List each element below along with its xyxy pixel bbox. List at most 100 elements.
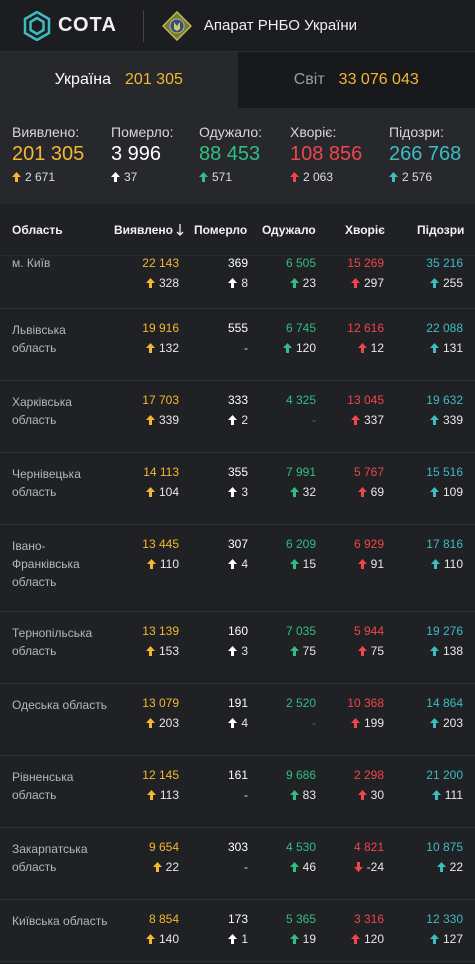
scope-tabs: Україна 201 305 Світ 33 076 043 xyxy=(0,52,475,108)
cell-cases-delta-value: 140 xyxy=(158,932,179,946)
col-sick[interactable]: Хворіє xyxy=(345,223,385,237)
cell-suspected-delta: 109 xyxy=(426,485,463,499)
cell-deaths-delta-value: 3 xyxy=(241,644,248,658)
cell-recovered-value: 9 686 xyxy=(285,768,316,782)
arrow-up-icon xyxy=(289,646,299,656)
cell-suspected-delta-value: 138 xyxy=(442,644,463,658)
table-row[interactable]: м. Київ 22 143 328 369 8 6 505 23 15 269 297 35 2… xyxy=(0,256,475,309)
cell-suspected: 19 276 138 xyxy=(426,624,463,658)
cell-recovered: 6 209 15 xyxy=(286,537,316,571)
cell-sick: 4 821 -24 xyxy=(353,840,384,874)
cell-suspected-delta-value: 339 xyxy=(442,413,463,427)
tab-ukraine-label: Україна xyxy=(54,71,112,88)
cell-suspected-delta-value: 255 xyxy=(442,276,463,290)
cell-cases-value: 8 854 xyxy=(148,912,179,926)
arrow-up-icon xyxy=(289,278,299,288)
cell-recovered-value: 4 530 xyxy=(285,840,316,854)
cell-deaths-delta-value: 4 xyxy=(241,557,248,571)
cell-sick-delta-value: 30 xyxy=(370,788,384,802)
table-row[interactable]: Київська область 8 854 140 173 1 5 365 19 3 316… xyxy=(0,900,475,962)
cell-suspected-value: 12 330 xyxy=(426,912,463,926)
tab-world-label: Світ xyxy=(293,71,325,88)
summary-stat-delta: 2 063 xyxy=(290,170,362,184)
cell-cases-delta-value: 203 xyxy=(158,716,179,730)
cell-suspected: 14 864 203 xyxy=(426,696,463,730)
tab-world[interactable]: Світ 33 076 043 xyxy=(238,52,475,108)
cell-recovered-value: 7 991 xyxy=(285,465,316,479)
summary-stat-delta: 37 xyxy=(111,170,174,184)
summary-stat-value: 266 768 xyxy=(389,143,462,165)
cell-cases-delta-value: 132 xyxy=(158,341,179,355)
col-deaths[interactable]: Померло xyxy=(194,223,248,237)
cell-deaths-delta: - xyxy=(228,860,248,874)
cell-cases-value: 9 654 xyxy=(148,840,179,854)
arrow-up-icon xyxy=(429,934,439,944)
cell-cases: 19 916 132 xyxy=(142,321,179,355)
cell-sick-value: 3 316 xyxy=(353,912,384,926)
table-row[interactable]: Закарпатська область 9 654 22 303-4 530 46 4 … xyxy=(0,828,475,900)
cell-recovered-delta: 120 xyxy=(282,341,316,355)
arrow-up-icon xyxy=(289,790,299,800)
cell-deaths-value: 173 xyxy=(227,912,248,926)
region-name: Харківська область xyxy=(12,395,72,427)
table-row[interactable]: Одеська область 13 079 203 191 4 2 520-10 368… xyxy=(0,684,475,756)
cell-sick-delta-value: -24 xyxy=(366,860,384,874)
col-recovered[interactable]: Одужало xyxy=(262,223,316,237)
cell-recovered-delta: 15 xyxy=(286,557,316,571)
cell-cases-value: 12 145 xyxy=(142,768,179,782)
table-row[interactable]: Харківська область 17 703 339 333 2 4 325-13 … xyxy=(0,381,475,453)
tab-ukraine[interactable]: Україна 201 305 xyxy=(0,52,238,108)
cell-cases-value: 13 139 xyxy=(142,624,179,638)
cell-recovered: 5 365 19 xyxy=(286,912,316,946)
cell-cases-delta-value: 110 xyxy=(159,557,179,571)
col-suspected[interactable]: Підозри xyxy=(417,223,465,237)
arrow-up-icon xyxy=(429,343,439,353)
cell-cases: 13 445 110 xyxy=(142,537,179,571)
cell-suspected: 21 200 111 xyxy=(426,768,463,802)
cell-deaths-delta-value: 4 xyxy=(241,716,248,730)
cell-deaths-delta-value: - xyxy=(244,788,248,802)
cell-recovered: 7 035 75 xyxy=(286,624,316,658)
rnbo-emblem-icon xyxy=(161,10,192,41)
cell-cases: 22 143 328 xyxy=(142,256,179,290)
cell-recovered: 2 520 - xyxy=(286,696,316,730)
cell-deaths: 333 2 xyxy=(228,393,248,427)
col-region[interactable]: Область xyxy=(12,223,63,237)
arrow-up-icon xyxy=(429,718,439,728)
arrow-up-icon xyxy=(431,790,441,800)
cell-recovered-value: 6 505 xyxy=(285,256,316,270)
sota-logo-icon xyxy=(23,10,51,41)
summary-stat-label: Хворіє: xyxy=(290,124,337,140)
arrow-up-icon xyxy=(145,278,155,288)
cell-recovered-delta-value: 46 xyxy=(302,860,316,874)
tab-world-value: 33 076 043 xyxy=(338,71,419,88)
summary-stat: Хворіє: 108 856 2 063 xyxy=(290,124,362,184)
cell-sick-delta: 12 xyxy=(347,341,384,355)
table-row[interactable]: Рівненська область 12 145 113 161 - 9 686 83 2 … xyxy=(0,756,475,828)
table-row[interactable]: Івано-Франківська область 13 445 110 307 4 6 … xyxy=(0,525,475,612)
cell-suspected-delta: 203 xyxy=(426,716,463,730)
table-row[interactable]: Львівська область 19 916 132 555 - 6 745 120 12… xyxy=(0,309,475,381)
arrow-up-icon xyxy=(289,862,299,872)
cell-suspected-value: 17 816 xyxy=(426,537,463,551)
col-cases[interactable]: Виявлено xyxy=(114,223,184,237)
cell-cases-delta: 110 xyxy=(142,557,179,571)
sota-logo[interactable]: СОТА xyxy=(22,10,117,41)
cell-sick-value: 12 616 xyxy=(347,321,384,335)
cell-suspected-value: 19 276 xyxy=(426,624,463,638)
cell-sick: 6 929 91 xyxy=(354,537,384,571)
arrow-up-icon xyxy=(111,172,120,182)
arrow-up-icon xyxy=(289,559,299,569)
cell-deaths-delta-value: 2 xyxy=(241,413,248,427)
arrow-up-icon xyxy=(429,415,439,425)
cell-cases-delta: 22 xyxy=(149,860,179,874)
cell-recovered-delta: 83 xyxy=(286,788,316,802)
cell-suspected-delta: 111 xyxy=(426,788,463,802)
table-row[interactable]: Чернівецька область 14 113 104 355 3 7 991 32 5… xyxy=(0,453,475,525)
summary-stat-delta-value: 37 xyxy=(124,170,138,184)
cell-suspected-value: 21 200 xyxy=(426,768,463,782)
cell-suspected-value: 19 632 xyxy=(426,393,463,407)
cell-cases-delta: 140 xyxy=(145,932,179,946)
table-row[interactable]: Тернопільська область 13 139 153 160 3 7 035 7… xyxy=(0,612,475,684)
cell-cases-value: 14 113 xyxy=(143,465,179,479)
